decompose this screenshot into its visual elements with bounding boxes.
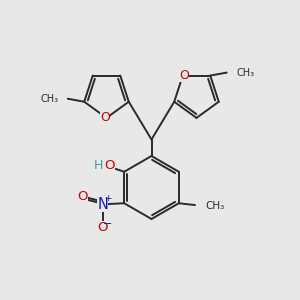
Text: O: O [100, 111, 110, 124]
Text: CH₃: CH₃ [40, 94, 58, 104]
Text: −: − [103, 219, 113, 229]
Text: N: N [97, 197, 108, 212]
Text: CH₃: CH₃ [236, 68, 254, 78]
Text: H: H [94, 159, 103, 172]
Text: O: O [77, 190, 88, 203]
Text: O: O [105, 159, 115, 172]
Text: O: O [98, 221, 108, 234]
Text: CH₃: CH₃ [206, 201, 225, 211]
Text: +: + [104, 194, 112, 203]
Text: O: O [179, 69, 189, 82]
